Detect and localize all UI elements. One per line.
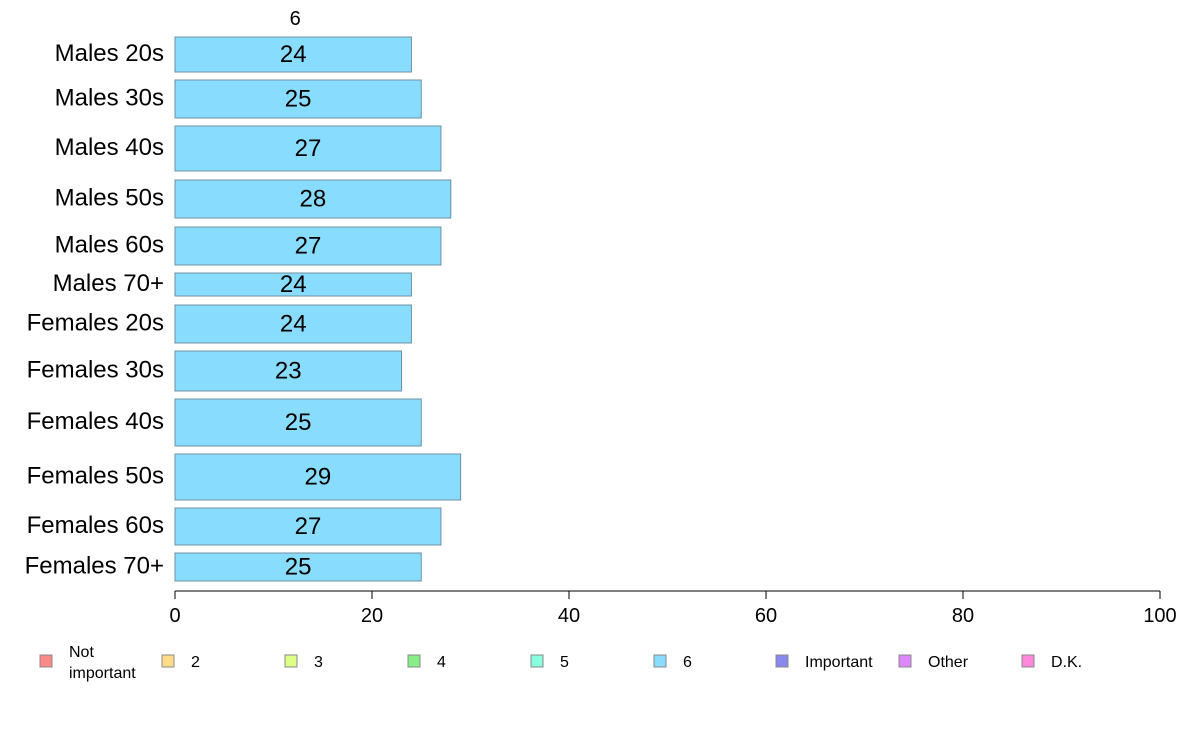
legend-label: 4 (437, 654, 446, 671)
category-label: Males 30s (55, 84, 164, 111)
category-label: Females 70+ (25, 552, 164, 579)
bar-value-label: 24 (280, 271, 307, 298)
x-tick-label: 60 (755, 605, 777, 627)
bar-value-label: 24 (280, 41, 307, 68)
bar (174, 552, 422, 582)
bar (174, 125, 442, 172)
bar (174, 272, 412, 297)
bar (174, 179, 452, 219)
bar (174, 453, 462, 501)
x-tick-label: 20 (361, 605, 383, 627)
bar-value-label: 25 (285, 85, 312, 112)
bar (174, 350, 403, 392)
legend-label: Important (805, 654, 873, 671)
bar-value-label: 25 (285, 553, 312, 580)
bar-value-label: 29 (304, 463, 331, 490)
legend-label: Other (928, 654, 969, 671)
legend-label: 6 (683, 654, 692, 671)
category-label: Males 50s (55, 184, 164, 211)
legend-swatch (898, 654, 912, 668)
category-label: Males 40s (55, 134, 164, 161)
legend-swatch (407, 654, 421, 668)
category-label: Females 30s (27, 356, 164, 383)
bar-value-label: 27 (295, 135, 322, 162)
category-label: Females 50s (27, 462, 164, 489)
bar-value-label: 23 (275, 357, 302, 384)
x-tick-label: 80 (952, 605, 974, 627)
category-label: Females 60s (27, 512, 164, 539)
category-label: Females 40s (27, 408, 164, 435)
legend-swatch (284, 654, 298, 668)
bar (174, 226, 442, 266)
x-axis: 0 20 40 60 80 100 (169, 590, 1177, 627)
bar-value-label: 25 (285, 409, 312, 436)
bar (174, 79, 422, 119)
legend-label: 3 (314, 654, 323, 671)
bar-value-label: 28 (300, 185, 327, 212)
bar (174, 304, 412, 344)
legend-swatch (161, 654, 175, 668)
legend-swatch (1021, 654, 1035, 668)
bar (174, 507, 442, 546)
series-header-label: 6 (290, 8, 301, 30)
legend-swatch (39, 654, 53, 668)
bar-value-label: 24 (280, 310, 307, 337)
legend-swatch (653, 654, 667, 668)
x-tick-label: 40 (558, 605, 580, 627)
category-label: Females 20s (27, 309, 164, 336)
legend-label: 2 (191, 654, 200, 671)
category-label: Males 70+ (53, 270, 164, 297)
x-tick-label: 100 (1143, 605, 1176, 627)
bar (174, 398, 422, 447)
legend-swatch (530, 654, 544, 668)
category-label: Males 60s (55, 231, 164, 258)
legend-label: 5 (560, 654, 569, 671)
legend-label: Not important (69, 644, 136, 682)
x-tick-label: 0 (169, 605, 180, 627)
bar-value-label: 27 (295, 513, 322, 540)
legend-label: D.K. (1051, 654, 1082, 671)
bar-value-label: 27 (295, 232, 322, 259)
legend: Not important 2 3 4 5 6 Important Other D.K. (39, 644, 1082, 682)
category-label: Males 20s (55, 40, 164, 67)
bars-group: Males 20s 24 Males 30s 25 Males 40s 27 Males 5… (25, 36, 462, 582)
legend-swatch (775, 654, 789, 668)
bar (174, 36, 412, 73)
